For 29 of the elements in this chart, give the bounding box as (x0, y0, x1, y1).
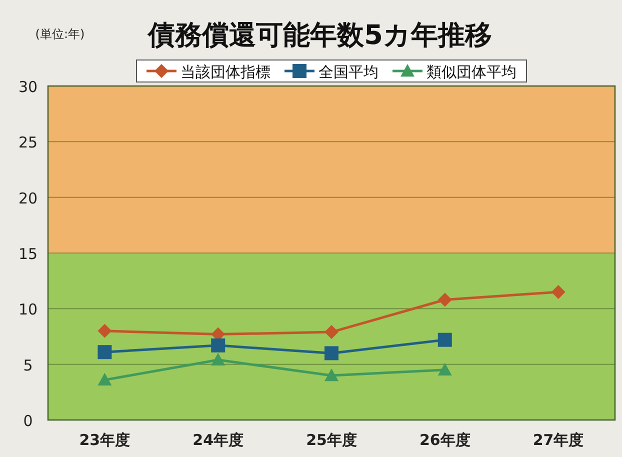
x-tick-label: 25年度 (306, 431, 357, 449)
x-tick-label: 27年度 (532, 431, 584, 449)
text: (単位:年) (35, 27, 85, 41)
point (324, 368, 338, 382)
point (98, 372, 112, 386)
y-tick-label: 5 (23, 356, 33, 374)
point (211, 352, 226, 366)
x-tick-label: 23年度 (79, 431, 130, 449)
point (211, 338, 226, 352)
point (98, 324, 112, 338)
y-tick-label: 20 (18, 189, 38, 208)
y-tick-label: 30 (18, 78, 38, 96)
legend-label: 類似団体平均 (426, 63, 516, 81)
y-tick-label: 0 (23, 412, 33, 430)
point (551, 284, 566, 299)
chart-title: 債務償還可能年数5カ年推移 (147, 20, 492, 51)
y-tick-label: 25 (18, 134, 38, 152)
point (324, 325, 338, 340)
y-tick-label: 10 (18, 300, 38, 319)
legend-label: 当該団体指標 (180, 63, 270, 81)
x-tick-label: 24年度 (192, 431, 244, 449)
point (438, 362, 452, 376)
x-tick-label: 26年度 (419, 431, 470, 449)
point (324, 346, 338, 360)
point (98, 345, 112, 360)
legend-label: 全国平均 (318, 63, 378, 81)
point (438, 332, 452, 347)
y-tick-label: 15 (18, 245, 38, 263)
point (438, 292, 452, 307)
